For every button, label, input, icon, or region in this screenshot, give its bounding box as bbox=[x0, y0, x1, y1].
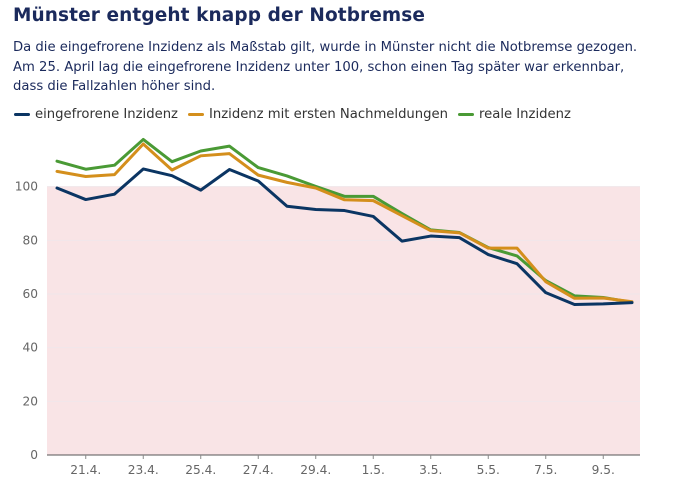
y-tick-label: 20 bbox=[22, 394, 38, 408]
y-tick-label: 100 bbox=[15, 180, 38, 194]
x-tick-label: 23.4. bbox=[128, 463, 159, 477]
legend-item-nachmeldungen: Inzidenz mit ersten Nachmeldungen bbox=[187, 107, 448, 122]
x-tick-label: 9.5. bbox=[592, 463, 615, 477]
legend-label: eingefrorene Inzidenz bbox=[35, 107, 178, 122]
x-tick-label: 7.5. bbox=[534, 463, 557, 477]
legend-label: Inzidenz mit ersten Nachmeldungen bbox=[208, 107, 448, 122]
x-tick-label: 21.4. bbox=[70, 463, 101, 477]
threshold-band bbox=[47, 186, 640, 455]
legend-label: reale Inzidenz bbox=[479, 107, 571, 122]
y-tick-label: 40 bbox=[22, 341, 38, 355]
x-tick-label: 27.4. bbox=[243, 463, 274, 477]
legend-swatch bbox=[187, 113, 204, 116]
y-tick-label: 80 bbox=[22, 233, 38, 247]
chart-legend: eingefrorene Inzidenz Inzidenz mit erste… bbox=[14, 107, 581, 122]
y-tick-label: 0 bbox=[30, 448, 38, 462]
x-tick-label: 1.5. bbox=[362, 463, 385, 477]
legend-item-eingefroren: eingefrorene Inzidenz bbox=[14, 107, 178, 122]
x-tick-label: 5.5. bbox=[477, 463, 500, 477]
series-line-eingefroren bbox=[55, 167, 634, 306]
legend-swatch bbox=[14, 113, 30, 116]
x-tick-label: 3.5. bbox=[419, 463, 442, 477]
series-line-nachmeldungen bbox=[55, 142, 634, 304]
x-tick-label: 29.4. bbox=[300, 463, 331, 477]
y-tick-label: 60 bbox=[22, 287, 38, 301]
x-tick-label: 25.4. bbox=[185, 463, 216, 477]
chart-title: Münster entgeht knapp der Notbremse bbox=[13, 5, 426, 26]
chart-subtitle: Da die eingefrorene Inzidenz als Maßstab… bbox=[13, 40, 638, 95]
legend-swatch bbox=[458, 113, 474, 116]
legend-item-real: reale Inzidenz bbox=[458, 107, 571, 122]
